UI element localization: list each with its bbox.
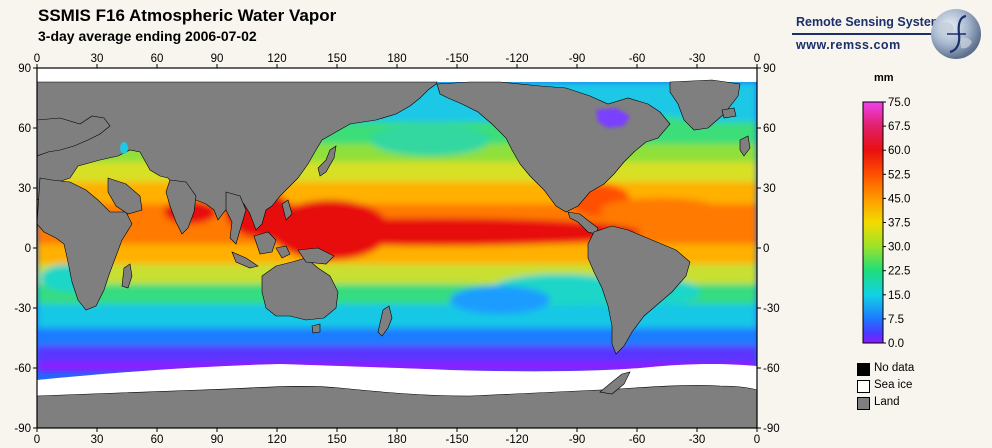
top-lon-label: -60 [629,53,646,65]
right-lat-label: -60 [763,363,780,375]
left-lat-label: -60 [14,363,31,375]
top-lon-label: 90 [211,53,224,65]
globe-icon [931,9,981,59]
map-title: SSMIS F16 Atmospheric Water Vapor [38,6,337,25]
colorbar-label: 7.5 [888,314,904,326]
top-lon-label: 120 [267,53,286,65]
colorbar-label: 60.0 [888,145,910,157]
colorbar-label: 75.0 [888,97,910,109]
colorbar-label: 37.5 [888,218,910,230]
right-lat-label: -90 [763,423,780,435]
left-lat-label: -90 [14,423,31,435]
top-lon-label: -90 [569,53,586,65]
rss-logo-name: Remote Sensing Systems [796,15,949,29]
right-lat-label: 30 [763,183,776,195]
top-lon-label: -120 [505,53,528,65]
rss-logo-url: www.remss.com [796,38,901,52]
land-masses [37,79,757,428]
legend-sea-ice-swatch [857,380,870,393]
right-lat-label: 90 [763,63,776,75]
colorbar-label: 0.0 [888,338,904,350]
rss-logo[interactable]: Remote Sensing Systems www.remss.com [792,8,992,64]
bottom-lon-label: -90 [569,434,586,446]
top-lon-label: -30 [689,53,706,65]
colorbar-ticks: 75.0 67.5 60.0 52.5 45.0 37.5 30.0 22.5 15.0 7.5 0… [883,97,910,350]
bottom-lon-label: -150 [445,434,468,446]
legend-sea-ice: Sea ice [857,379,977,393]
top-lon-label: 150 [327,53,346,65]
legend-land: Land [857,396,977,410]
top-lon-label: -150 [445,53,468,65]
bottom-lon-label: 0 [754,434,760,446]
left-lat-label: 0 [25,243,31,255]
bottom-lon-label: -60 [629,434,646,446]
vapor-field [37,68,757,428]
bottom-lon-label: 150 [327,434,346,446]
top-lon-label: 60 [151,53,164,65]
colorbar-label: 52.5 [888,169,910,181]
right-lat-label: 0 [763,243,769,255]
map-subtitle: 3-day average ending 2006-07-02 [38,28,257,44]
right-lat-label: 60 [763,123,776,135]
colorbar-unit: mm [874,72,894,84]
top-lon-label: 0 [34,53,40,65]
bottom-lon-label: 0 [34,434,40,446]
legend-sea-ice-label: Sea ice [874,379,913,391]
colorbar-label: 15.0 [888,290,910,302]
bottom-lon-label: -120 [505,434,528,446]
colorbar-label: 67.5 [888,121,910,133]
colorbar-gradient [862,101,884,344]
top-lon-label: 0 [754,53,760,65]
map-ticks: 0 30 60 90 120 150 180 -150 -120 -90 -60 -30 0 0 30 60 9… [14,53,779,446]
left-lat-label: 60 [18,123,31,135]
legend-land-swatch [857,397,870,410]
legend-land-label: Land [874,396,900,408]
left-lat-label: -30 [14,303,31,315]
bottom-lon-label: 180 [387,434,406,446]
legend-no-data: No data [857,362,977,376]
legend-no-data-swatch [857,363,870,376]
bottom-lon-label: 30 [91,434,104,446]
colorbar-label: 30.0 [888,242,910,254]
legend-no-data-label: No data [874,362,915,374]
bottom-lon-label: 90 [211,434,224,446]
left-lat-label: 30 [18,183,31,195]
right-lat-label: -30 [763,303,780,315]
bottom-lon-label: 60 [151,434,164,446]
top-lon-label: 180 [387,53,406,65]
top-lon-label: 30 [91,53,104,65]
bottom-lon-label: 120 [267,434,286,446]
bottom-lon-label: -30 [689,434,706,446]
colorbar-label: 22.5 [888,266,910,278]
left-lat-label: 90 [18,63,31,75]
rss-logo-rule [792,33,952,35]
colorbar: 75.0 67.5 60.0 52.5 45.0 37.5 30.0 22.5 15.0 7.5 0… [862,97,910,350]
colorbar-label: 45.0 [888,193,910,205]
